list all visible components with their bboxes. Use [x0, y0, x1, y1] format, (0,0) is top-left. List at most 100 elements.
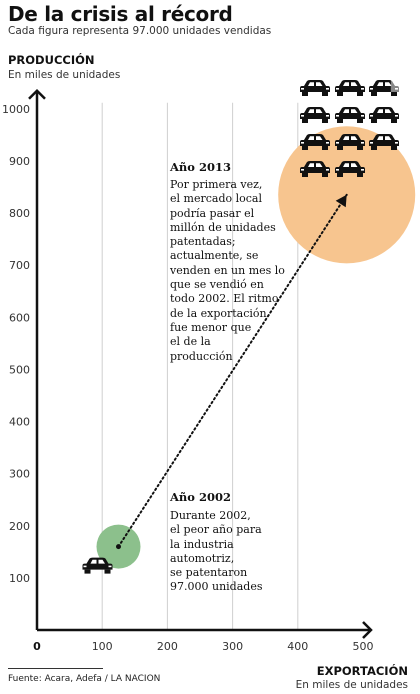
- car-wheel: [371, 146, 377, 150]
- car-wheel: [302, 119, 308, 123]
- annotation-line: Por primera vez,: [170, 178, 263, 191]
- x-tick-label: 100: [92, 640, 113, 653]
- car-window: [377, 82, 383, 86]
- car-light: [361, 169, 364, 171]
- annotation-2013-body: Por primera vez, el mercado local podría p…: [170, 178, 285, 364]
- annotation-line: 97.000 unidades: [170, 580, 263, 594]
- car-icon: [369, 107, 399, 123]
- car-light: [301, 169, 304, 171]
- car-window: [316, 163, 323, 167]
- y-tick-label: 800: [9, 207, 30, 220]
- car-icon: [300, 107, 330, 123]
- car-wheel: [104, 569, 111, 574]
- car-body: [335, 107, 365, 119]
- x-tick-label: 200: [157, 640, 178, 653]
- car-body: [82, 557, 113, 570]
- car-light: [83, 565, 87, 568]
- car-light: [301, 142, 304, 144]
- car-window: [308, 82, 314, 86]
- annotation-line: Durante 2002,: [170, 509, 251, 522]
- annotation-line: venden en un mes lo: [170, 263, 285, 277]
- y-tick-label: 300: [9, 468, 30, 481]
- car-wheel: [302, 173, 308, 177]
- car-wheel: [391, 92, 397, 96]
- annotation-2002-body: Durante 2002, el peor año para la industri…: [170, 509, 262, 595]
- annotation-line: de la exportación: [170, 306, 267, 320]
- car-body: [300, 107, 330, 119]
- annotation-2013-title: Año 2013: [170, 160, 231, 174]
- car-body: [335, 80, 365, 92]
- car-body: [335, 134, 365, 146]
- car-light: [361, 142, 364, 144]
- car-icon: [335, 134, 365, 150]
- car-wheel: [302, 92, 308, 96]
- car-wheel: [302, 146, 308, 150]
- annotation-line: patentadas;: [170, 235, 236, 249]
- car-window: [343, 82, 349, 86]
- annotation-line: millón de unidades: [170, 220, 276, 234]
- car-light: [301, 115, 304, 117]
- annotation-line: la industria: [170, 537, 234, 551]
- car-wheel: [391, 146, 397, 150]
- annotation-line: todo 2002. El ritmo: [170, 292, 279, 306]
- y-tick-label: 700: [9, 259, 30, 272]
- car-window: [308, 109, 314, 113]
- x-axis-subtitle: En miles de unidades: [295, 679, 408, 691]
- car-wheel: [322, 173, 328, 177]
- source-note: Fuente: Acara, Adefa / LA NACION: [8, 674, 161, 684]
- annotation-line: podría pasar el: [170, 206, 255, 220]
- car-body: [369, 107, 399, 119]
- x-axis-arrow: [362, 621, 373, 639]
- car-wheel: [371, 92, 377, 96]
- tick-labels: 100 200 300 400 500 100 200 300 400 500 600 700 800 9…: [2, 103, 374, 653]
- axes: [28, 89, 373, 639]
- car-window: [343, 136, 349, 140]
- car-wheel: [391, 119, 397, 123]
- car-light: [395, 88, 398, 90]
- y-tick-label: 200: [9, 520, 30, 533]
- car-window: [351, 109, 358, 113]
- car-wheel: [337, 173, 343, 177]
- car-wheel: [371, 119, 377, 123]
- annotation-line: que se vendió en: [170, 278, 264, 292]
- car-window: [377, 109, 383, 113]
- car-body: [300, 161, 330, 173]
- car-window: [385, 109, 392, 113]
- car-window: [98, 559, 105, 564]
- car-window: [308, 136, 314, 140]
- car-window: [90, 559, 97, 564]
- car-wheel: [322, 146, 328, 150]
- source-divider: [8, 668, 103, 669]
- car-wheel: [322, 119, 328, 123]
- y-tick-label: 400: [9, 416, 30, 429]
- car-pictogram: [82, 80, 399, 574]
- car-window: [351, 82, 358, 86]
- car-light: [108, 565, 112, 568]
- car-body: [300, 80, 330, 92]
- car-body: [369, 134, 399, 146]
- car-icon: [300, 80, 330, 96]
- annotation-line: el peor año para: [170, 523, 262, 537]
- car-window: [316, 136, 323, 140]
- car-body: [335, 161, 365, 173]
- annotation-line: el mercado local: [170, 192, 262, 206]
- car-window: [316, 82, 323, 86]
- arrow-icon: [335, 194, 347, 208]
- y-tick-label: 500: [9, 363, 30, 376]
- car-icon: [369, 134, 399, 150]
- car-wheel: [337, 92, 343, 96]
- car-window: [343, 163, 349, 167]
- car-icon: [335, 80, 365, 96]
- car-wheel: [357, 146, 363, 150]
- x-tick-label: 400: [287, 640, 308, 653]
- annotation-line: automotriz,: [170, 551, 235, 565]
- y-tick-label: 100: [9, 572, 30, 585]
- y-axis-title: PRODUCCIÓN: [8, 53, 95, 67]
- x-axis-title: EXPORTACIÓN: [316, 664, 408, 678]
- car-icon: [369, 80, 399, 96]
- car-wheel: [84, 569, 91, 574]
- car-icon: [300, 161, 330, 177]
- car-wheel: [322, 92, 328, 96]
- car-icon: [335, 107, 365, 123]
